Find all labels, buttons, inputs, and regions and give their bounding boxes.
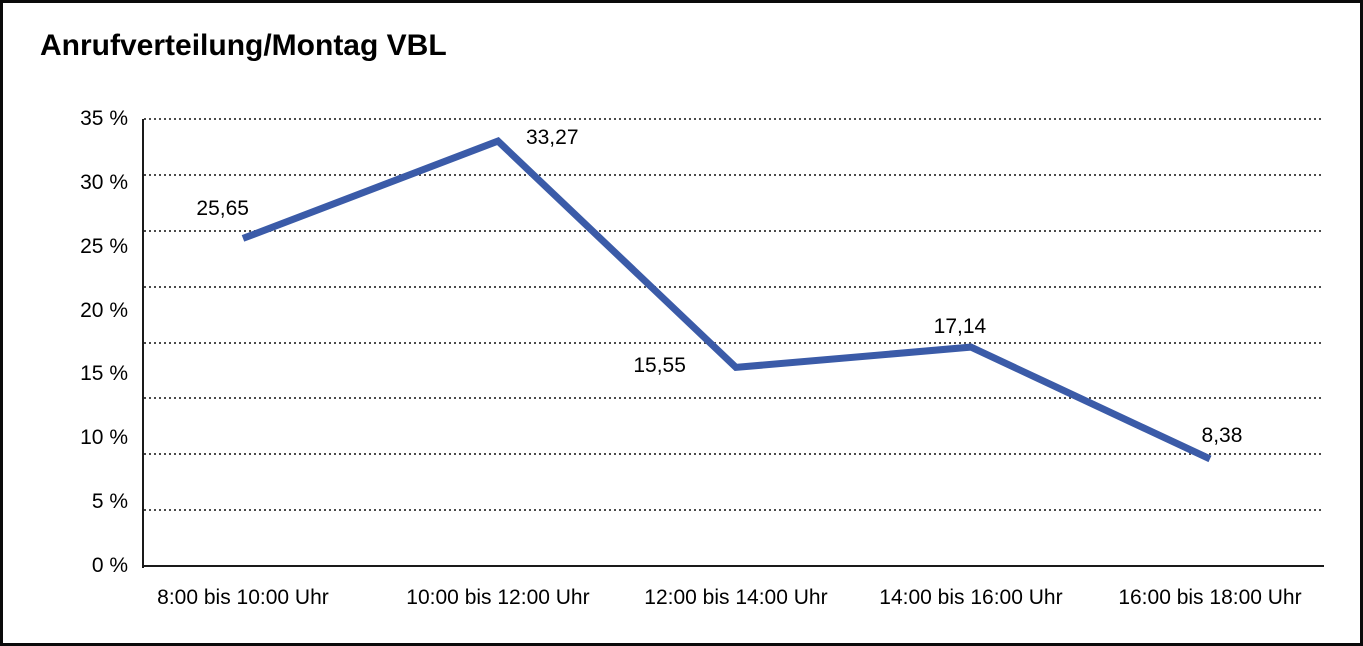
gridline: [144, 509, 1323, 512]
x-axis-tick-label: 16:00 bis 18:00 Uhr: [1118, 586, 1302, 609]
y-axis-tick-label: 0 %: [91, 554, 128, 577]
data-point-value-label: 8,38: [1201, 423, 1243, 447]
gridline: [144, 285, 1323, 288]
gridline: [144, 341, 1323, 344]
x-axis-line: [142, 565, 1324, 567]
x-axis-tick-label: 12:00 bis 14:00 Uhr: [644, 586, 828, 609]
gridline: [144, 118, 1323, 120]
y-axis-tick-label: 30 %: [80, 170, 128, 194]
gridline: [144, 173, 1323, 176]
y-axis-tick-label: 20 %: [80, 298, 128, 322]
gridline: [144, 397, 1323, 400]
gridline: [144, 229, 1323, 232]
data-point-value-label: 25,65: [196, 197, 249, 221]
data-point-value-label: 33,27: [525, 126, 579, 150]
gridline: [144, 453, 1323, 456]
y-axis-line: [142, 119, 144, 568]
data-point-value-label: 17,14: [933, 315, 987, 339]
chart-title: Anrufverteilung/Montag VBL: [40, 29, 447, 62]
y-axis-tick-label: 35 %: [80, 107, 128, 130]
x-axis-tick-label: 14:00 bis 16:00 Uhr: [879, 586, 1063, 609]
x-axis-tick-label: 10:00 bis 12:00 Uhr: [406, 586, 590, 609]
y-axis-tick-label: 15 %: [80, 362, 128, 386]
series-line: [241, 137, 1212, 463]
data-point-value-label: 15,55: [633, 354, 686, 378]
y-axis-tick-label: 5 %: [91, 490, 128, 514]
x-axis-tick-label: 8:00 bis 10:00 Uhr: [157, 586, 329, 609]
y-axis-tick-label: 10 %: [80, 426, 128, 450]
y-axis-tick-label: 25 %: [80, 234, 128, 258]
